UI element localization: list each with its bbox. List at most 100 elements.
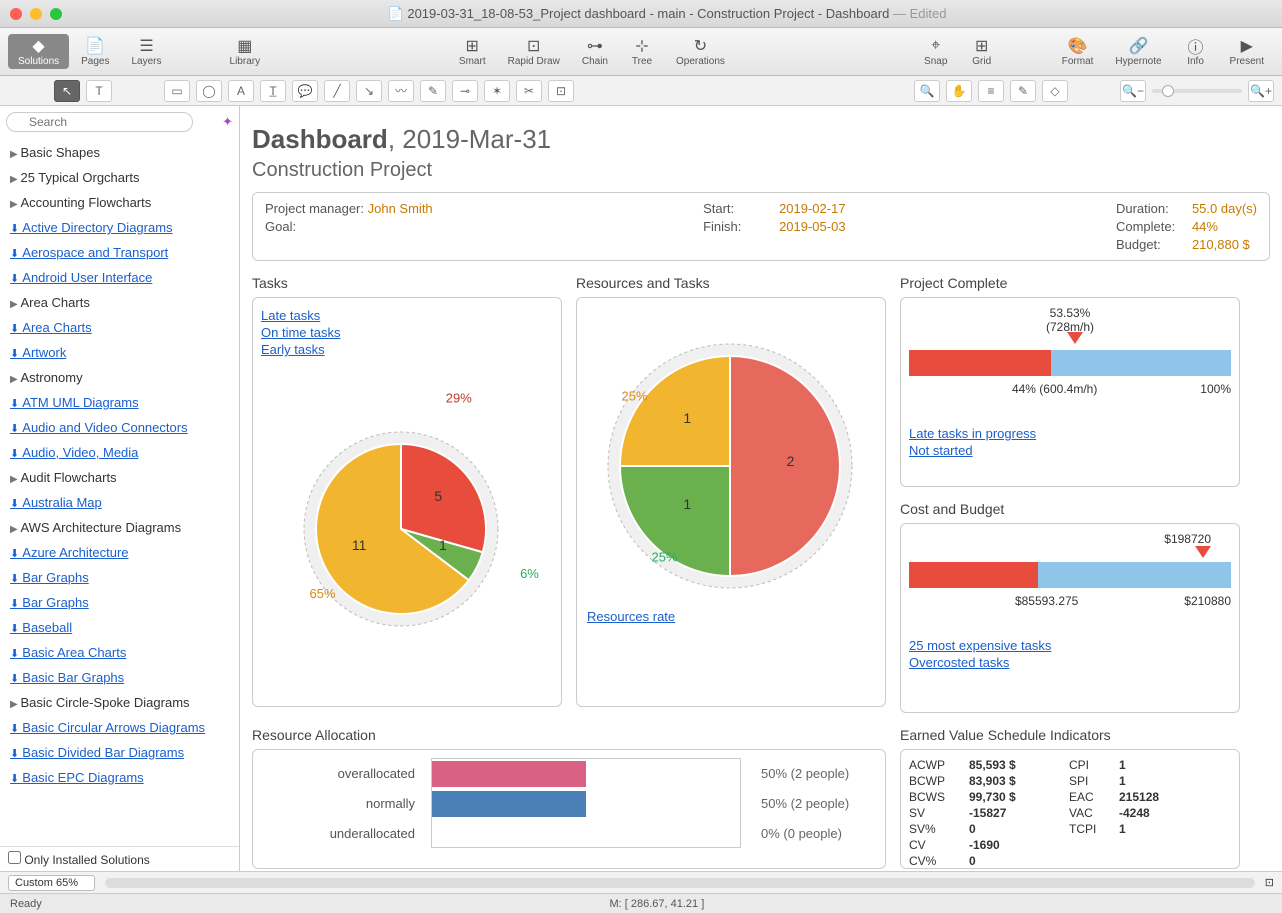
late-tasks-link[interactable]: Late tasks [261,308,553,323]
canvas[interactable]: Dashboard, 2019-Mar-31 Construction Proj… [240,106,1282,871]
smart-button[interactable]: ⊞Smart [449,34,496,69]
zoom-slider[interactable] [1152,89,1242,93]
early-tasks-link[interactable]: Early tasks [261,342,553,357]
info-button[interactable]: ⓘInfo [1174,34,1218,69]
text-tool[interactable]: T [86,80,112,102]
rect-tool[interactable]: ▭ [164,80,190,102]
library-item[interactable]: Active Directory Diagrams [0,215,239,240]
grid-button[interactable]: ⊞Grid [960,34,1004,69]
layers-button[interactable]: ☰Layers [122,34,172,69]
chain-button[interactable]: ⊶Chain [572,34,618,69]
library-item[interactable]: Area Charts [0,290,239,315]
library-item[interactable]: Area Charts [0,315,239,340]
resources-pie-chart: 250%125%125% [585,306,875,636]
library-item[interactable]: ATM UML Diagrams [0,390,239,415]
not-started-link[interactable]: Not started [909,443,1231,458]
library-item[interactable]: Aerospace and Transport [0,240,239,265]
scissors-tool[interactable]: ✂ [516,80,542,102]
svg-text:6%: 6% [520,566,539,581]
library-item[interactable]: Audio, Video, Media [0,440,239,465]
complete-bar-red [909,350,1051,376]
library-list[interactable]: Basic Shapes25 Typical OrgchartsAccounti… [0,138,239,846]
operations-button[interactable]: ↻Operations [666,34,735,69]
library-item[interactable]: Basic Shapes [0,140,239,165]
curve-tool[interactable]: 〰 [388,80,414,102]
ellipse-tool[interactable]: ◯ [196,80,222,102]
evi-cell [1069,854,1109,868]
library-item[interactable]: Basic Area Charts [0,640,239,665]
sidebar: ✦ Basic Shapes25 Typical OrgchartsAccoun… [0,106,240,871]
ra-label: overallocated [253,766,423,781]
pointer-tool[interactable]: ↖ [54,80,80,102]
crop-tool[interactable]: ⊡ [548,80,574,102]
resources-panel: 250%125%125% Resources rate [576,297,886,707]
svg-text:65%: 65% [310,586,336,601]
evi-cell: 0 [969,854,1059,868]
zoom-out-icon[interactable]: 🔍− [1120,80,1146,102]
svg-text:25%: 25% [652,549,678,564]
pen-tool[interactable]: ✎ [420,80,446,102]
ra-title: Resource Allocation [252,727,886,743]
only-installed-checkbox[interactable]: Only Installed Solutions [0,846,239,871]
library-item[interactable]: Audit Flowcharts [0,465,239,490]
solutions-button[interactable]: ◆Solutions [8,34,69,69]
zoom-icon[interactable] [50,8,62,20]
library-item[interactable]: Basic Circular Arrows Diagrams [0,715,239,740]
rapid-draw-button[interactable]: ⊡Rapid Draw [498,34,570,69]
tree-button[interactable]: ⊹Tree [620,34,664,69]
library-item[interactable]: Australia Map [0,490,239,515]
connector-tool[interactable]: ⊸ [452,80,478,102]
overcosted-link[interactable]: Overcosted tasks [909,655,1231,670]
dashboard-subtitle: Construction Project [252,159,1270,182]
library-item[interactable]: Azure Architecture [0,540,239,565]
ontime-tasks-link[interactable]: On time tasks [261,325,553,340]
pages-button[interactable]: 📄Pages [71,34,119,69]
h-scrollbar[interactable] [105,878,1255,888]
textbox-tool[interactable]: T̲ [260,80,286,102]
evi-cell: 215128 [1119,790,1199,804]
library-item[interactable]: Basic EPC Diagrams [0,765,239,790]
library-item[interactable]: Bar Graphs [0,590,239,615]
wand-icon[interactable]: ✦ [222,114,233,130]
format-button[interactable]: 🎨Format [1052,34,1104,69]
line-tool[interactable]: ╱ [324,80,350,102]
library-item[interactable]: 25 Typical Orgcharts [0,165,239,190]
hand-tool[interactable]: ✋ [946,80,972,102]
arrow-tool[interactable]: ↘ [356,80,382,102]
library-item[interactable]: Android User Interface [0,265,239,290]
library-item[interactable]: Audio and Video Connectors [0,415,239,440]
present-button[interactable]: ▶Present [1220,34,1274,69]
library-button[interactable]: ▦Library [220,34,271,69]
library-item[interactable]: Accounting Flowcharts [0,190,239,215]
zoom-in-icon[interactable]: 🔍+ [1248,80,1274,102]
snap-button[interactable]: ⌖Snap [914,34,958,69]
minimize-icon[interactable] [30,8,42,20]
library-item[interactable]: Basic Circle-Spoke Diagrams [0,690,239,715]
callout-tool[interactable]: 💬 [292,80,318,102]
eraser-tool[interactable]: ◇ [1042,80,1068,102]
evi-cell: 99,730 $ [969,790,1059,804]
zoom-select[interactable]: Custom 65% [8,875,95,891]
library-item[interactable]: Bar Graphs [0,565,239,590]
evi-cell: BCWS [909,790,959,804]
library-item[interactable]: Basic Divided Bar Diagrams [0,740,239,765]
fit-icon[interactable]: ⊡ [1265,876,1274,889]
library-item[interactable]: Astronomy [0,365,239,390]
library-item[interactable]: Artwork [0,340,239,365]
evi-cell: BCWP [909,774,959,788]
eyedropper-tool[interactable]: ✎ [1010,80,1036,102]
close-icon[interactable] [10,8,22,20]
late-progress-link[interactable]: Late tasks in progress [909,426,1231,441]
library-item[interactable]: Baseball [0,615,239,640]
align-tool[interactable]: ≡ [978,80,1004,102]
resources-title: Resources and Tasks [576,275,886,291]
text-shape-tool[interactable]: A [228,80,254,102]
node-tool[interactable]: ✶ [484,80,510,102]
expensive-tasks-link[interactable]: 25 most expensive tasks [909,638,1231,653]
search-input[interactable] [6,112,193,132]
resources-rate-link[interactable]: Resources rate [587,609,675,624]
zoom-tool[interactable]: 🔍 [914,80,940,102]
library-item[interactable]: AWS Architecture Diagrams [0,515,239,540]
library-item[interactable]: Basic Bar Graphs [0,665,239,690]
hypernote-button[interactable]: 🔗Hypernote [1105,34,1171,69]
